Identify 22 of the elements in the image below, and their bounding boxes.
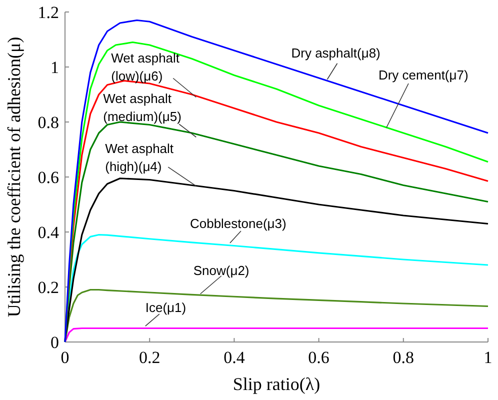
- annotation: Ice(μ1): [145, 300, 186, 316]
- x-tick-label: 0.8: [392, 348, 414, 367]
- y-tick-label: 0: [50, 333, 59, 352]
- y-axis-title: Utilising the coefficient of adhesion(μ): [4, 36, 24, 318]
- x-tick-label: 1: [484, 348, 492, 367]
- y-tick-label: 1.2: [38, 3, 59, 22]
- annotation: Cobblestone(μ3): [190, 216, 286, 231]
- y-tick-label: 0.2: [38, 278, 59, 297]
- annotation: Wet asphalt (low)(μ6): [111, 50, 180, 84]
- y-tick-label: 0.8: [38, 113, 59, 132]
- annotation: Dry asphalt(μ8): [291, 45, 380, 60]
- y-tick-label: 0.6: [38, 168, 59, 187]
- y-tick-label: 1: [50, 58, 59, 77]
- x-tick-label: 0.4: [224, 348, 246, 367]
- x-tick-label: 0.6: [308, 348, 330, 367]
- x-tick-label: 0.2: [138, 348, 160, 367]
- x-axis-title: Slip ratio(λ): [232, 374, 320, 394]
- annotation: Wet asphalt (medium)(μ5): [103, 91, 182, 124]
- annotation: Wet asphalt (high)(μ4): [105, 141, 174, 174]
- annotation: Dry cement(μ7): [378, 68, 468, 82]
- y-tick-label: 0.4: [38, 223, 60, 242]
- annotation: Snow(μ2): [193, 262, 250, 278]
